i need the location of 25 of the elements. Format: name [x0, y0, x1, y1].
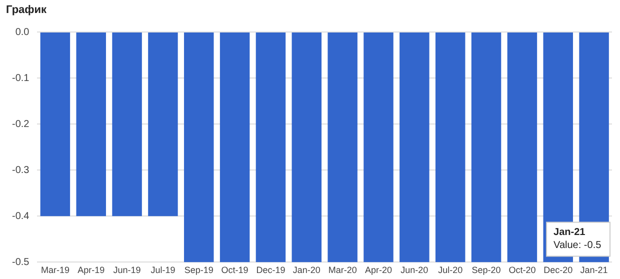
x-tick-label: Sep-19 — [184, 265, 214, 276]
chart-title: График — [6, 4, 47, 16]
x-tick-label: Apr-19 — [78, 265, 105, 276]
x-tick-label: Jun-20 — [400, 265, 428, 276]
annotation: Value: -0.5 — [554, 240, 602, 251]
y-tick-label: -0.3 — [12, 164, 30, 176]
annotation: Jan-21 — [554, 226, 586, 238]
x-tick-label: Jan-21 — [580, 265, 608, 276]
x-tick-label: Mar-20 — [328, 265, 357, 276]
x-tick-label: Jul-19 — [150, 265, 176, 276]
x-tick-label: Dec-19 — [256, 265, 286, 276]
y-tick-label: -0.2 — [12, 118, 30, 130]
x-tick-label: Mar-19 — [40, 265, 70, 276]
y-tick-label: 0.0 — [15, 26, 30, 38]
y-tick-label: -0.4 — [12, 210, 30, 222]
x-tick-label: Oct-19 — [221, 265, 248, 276]
x-tick-label: Sep-20 — [472, 265, 501, 276]
y-tick-label: -0.1 — [12, 72, 30, 84]
x-tick-label: Jan-20 — [292, 265, 320, 276]
x-tick-label: Jul-20 — [438, 265, 463, 276]
x-tick-label: Apr-20 — [364, 265, 392, 276]
x-tick-label: Jun-19 — [113, 265, 141, 276]
y-tick-label: -0.5 — [12, 256, 30, 268]
x-tick-label: Dec-20 — [544, 265, 573, 276]
x-tick-label: Oct-20 — [508, 265, 536, 276]
